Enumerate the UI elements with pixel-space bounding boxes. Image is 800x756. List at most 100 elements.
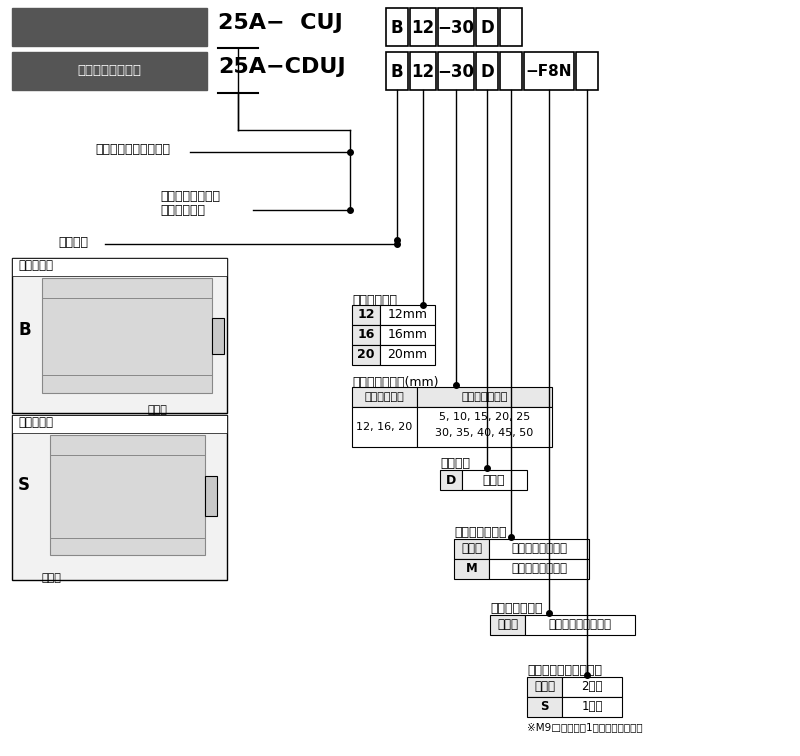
Bar [490,615,525,635]
Text: 座くり: 座くり [148,405,168,415]
Bar [205,476,217,516]
Bar [352,407,417,447]
Bar [410,8,436,46]
Circle shape [105,314,149,358]
Bar [352,305,380,325]
Bar [212,318,224,354]
Text: ※M9□の場合は1ヶ付となります。: ※M9□の場合は1ヶ付となります。 [527,722,642,732]
Text: S: S [540,701,549,714]
Text: 12mm: 12mm [387,308,427,321]
Text: （磁石内蔵）: （磁石内蔵） [160,204,205,217]
Text: オートスイッチ付: オートスイッチ付 [160,190,220,203]
Circle shape [57,540,67,550]
Bar [525,615,635,635]
Bar [527,677,562,697]
Text: B: B [18,321,30,339]
Bar [386,8,408,46]
Bar [417,407,552,447]
Text: オートスイッチ追記号: オートスイッチ追記号 [527,664,602,677]
Text: B: B [390,63,403,81]
Text: 二次電池対応シリーズ: 二次電池対応シリーズ [95,143,170,156]
Bar [438,52,474,90]
Text: 16mm: 16mm [387,329,427,342]
Text: 16: 16 [358,329,374,342]
Text: −30: −30 [438,19,474,37]
Circle shape [190,377,200,387]
Bar [489,559,589,579]
Text: −F8N: −F8N [526,64,572,79]
Bar [417,387,552,407]
Text: ロッド先端めねじ: ロッド先端めねじ [511,543,567,556]
Bar [489,539,589,559]
Text: 標準ストローク: 標準ストローク [462,392,508,402]
Bar [524,52,574,90]
Circle shape [135,483,161,509]
Text: オートスイッチなし: オートスイッチなし [549,618,611,631]
Text: チューブ内径: チューブ内径 [352,294,397,307]
Text: 20: 20 [358,349,374,361]
Text: −30: −30 [438,63,474,81]
Circle shape [50,377,60,387]
Text: 2ヶ付: 2ヶ付 [582,680,602,693]
Text: 無記号: 無記号 [534,680,555,693]
Circle shape [187,440,197,450]
Bar [454,559,489,579]
Text: チューブ内径: チューブ内径 [365,392,404,402]
Text: 横方向取付: 横方向取付 [18,259,53,272]
Text: 無記号: 無記号 [461,543,482,556]
Bar [476,52,498,90]
Bar [476,8,498,46]
Text: 軸方向取付: 軸方向取付 [18,416,53,429]
Bar [500,8,522,46]
Bar [462,470,527,490]
Bar [380,325,435,345]
Bar [12,258,227,413]
Bar [12,415,227,580]
Text: 5, 10, 15, 20, 25: 5, 10, 15, 20, 25 [439,412,530,422]
Bar [454,539,489,559]
Circle shape [57,440,67,450]
Bar [380,305,435,325]
Bar [12,258,227,276]
Bar [576,52,598,90]
Text: B: B [390,19,403,37]
Bar [500,52,522,90]
Text: 25A−  CUJ: 25A− CUJ [218,13,342,33]
Text: D: D [480,19,494,37]
Text: 25A−CDUJ: 25A−CDUJ [218,57,346,77]
Bar [386,52,408,90]
Text: 12: 12 [411,19,434,37]
Circle shape [187,540,197,550]
Bar [562,697,622,717]
Circle shape [124,472,172,520]
Bar [12,8,207,46]
Bar [352,325,380,345]
Text: 12: 12 [358,308,374,321]
Text: 無記号: 無記号 [497,618,518,631]
Text: 12, 16, 20: 12, 16, 20 [356,422,413,432]
Bar [410,52,436,90]
Text: 1ヶ付: 1ヶ付 [582,701,602,714]
Bar [562,677,622,697]
Text: オートスイッチ付: オートスイッチ付 [77,64,141,78]
Text: オートスイッチ: オートスイッチ [490,602,542,615]
Bar [352,345,380,365]
Text: 標準ストローク(mm): 標準ストローク(mm) [352,376,438,389]
Text: D: D [446,473,456,487]
Text: 座くり: 座くり [42,573,62,583]
Bar [527,697,562,717]
Bar [12,415,227,433]
Circle shape [50,283,60,293]
Text: 30, 35, 40, 45, 50: 30, 35, 40, 45, 50 [435,428,534,438]
Bar [380,345,435,365]
Text: S: S [18,476,30,494]
Text: 12: 12 [411,63,434,81]
Text: M: M [466,562,478,575]
Text: ロッド先端おねじ: ロッド先端おねじ [511,562,567,575]
Circle shape [190,283,200,293]
Bar [440,470,462,490]
Text: 取付方向: 取付方向 [58,236,88,249]
Bar [12,52,207,90]
Bar [42,278,212,393]
Bar [352,387,417,407]
